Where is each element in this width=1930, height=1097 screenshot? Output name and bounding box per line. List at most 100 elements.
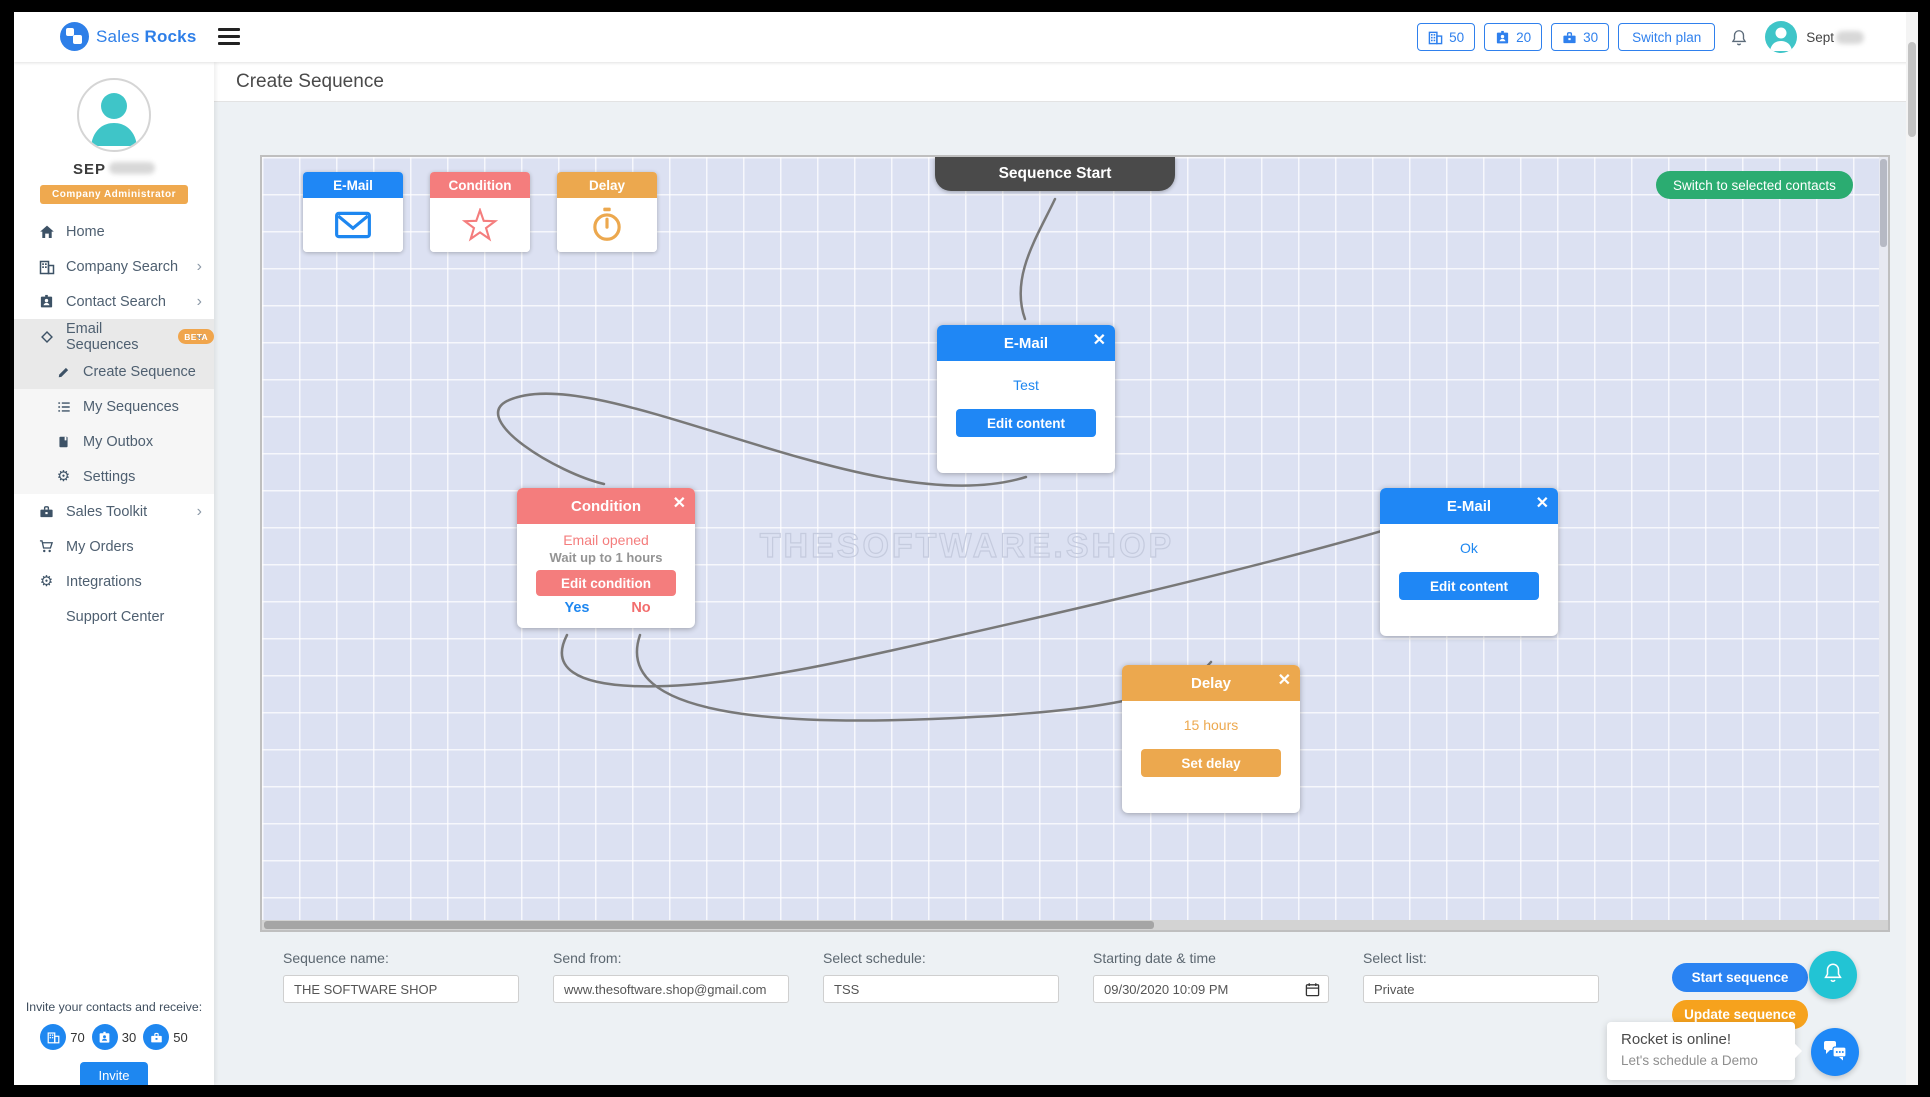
invite-reward-companies: 70 <box>40 1024 85 1050</box>
chat-tooltip: Rocket is online! Let's schedule a Demo <box>1607 1022 1803 1080</box>
select-list-input[interactable] <box>1363 975 1599 1003</box>
close-icon[interactable]: ✕ <box>1092 332 1106 349</box>
palette-email-card[interactable]: E-Mail <box>303 172 403 252</box>
no-branch-label: No <box>631 600 651 616</box>
canvas-vertical-scrollbar[interactable] <box>1879 157 1888 930</box>
companies-credit-value: 50 <box>1449 29 1465 45</box>
start-sequence-button[interactable]: Start sequence <box>1672 963 1808 992</box>
connection-lines <box>497 197 1471 722</box>
send-from-input[interactable] <box>553 975 789 1003</box>
user-avatar[interactable] <box>1765 21 1798 53</box>
sidebar: SEP Company Administrator Home Company S… <box>14 62 214 1085</box>
page-title-bar: Create Sequence <box>214 62 1918 102</box>
sidebar-item-company-search[interactable]: Company Search › <box>14 249 214 284</box>
sidebar-item-create-sequence[interactable]: Create Sequence <box>14 354 214 389</box>
briefcase-icon <box>143 1024 170 1050</box>
select-schedule-input[interactable] <box>823 975 1059 1003</box>
email-node-test[interactable]: E-Mail ✕ Test Edit content <box>937 313 1115 485</box>
calendar-icon[interactable] <box>1305 982 1320 1002</box>
invite-reward-toolkit: 50 <box>143 1024 188 1050</box>
notifications-bell-icon[interactable] <box>1730 28 1748 47</box>
building-icon <box>38 259 55 275</box>
palette-condition-card[interactable]: Condition <box>430 172 530 252</box>
send-from-label: Send from: <box>553 950 622 966</box>
select-list-field: Select list: <box>1363 950 1599 1003</box>
edit-condition-button[interactable]: Edit condition <box>536 570 676 596</box>
delay-duration: 15 hours <box>1183 717 1239 733</box>
delay-node[interactable]: Delay ✕ 15 hours Set delay <box>1122 653 1300 825</box>
user-name: Sept <box>1806 29 1834 45</box>
sidebar-item-my-outbox[interactable]: My Outbox <box>14 424 214 459</box>
sidebar-item-my-sequences[interactable]: My Sequences <box>14 389 214 424</box>
close-icon[interactable]: ✕ <box>1535 495 1549 512</box>
sequence-name-input[interactable] <box>283 975 519 1003</box>
window-scrollbar[interactable] <box>1906 12 1918 1085</box>
close-icon[interactable]: ✕ <box>1277 672 1291 689</box>
canvas-vertical-thumb[interactable] <box>1880 159 1887 247</box>
sidebar-item-email-sequences[interactable]: Email Sequences BETA › <box>14 319 214 354</box>
companies-credit-button[interactable]: 50 <box>1417 23 1476 51</box>
select-list-label: Select list: <box>1363 950 1427 966</box>
brand-logo[interactable]: Sales Rocks <box>60 22 197 51</box>
profile-avatar <box>77 78 151 152</box>
email-subject: Test <box>1013 377 1039 393</box>
tooltip-pointer <box>1787 1043 1803 1059</box>
toolkit-credit-button[interactable]: 30 <box>1551 23 1610 51</box>
chat-fab[interactable] <box>1811 1028 1859 1076</box>
sidebar-item-contact-search[interactable]: Contact Search › <box>14 284 214 319</box>
chat-bubbles-icon <box>1823 1039 1847 1066</box>
palette-email-label: E-Mail <box>303 172 403 198</box>
sidebar-item-home[interactable]: Home <box>14 214 214 249</box>
edit-content-button[interactable]: Edit content <box>956 409 1096 437</box>
close-icon[interactable]: ✕ <box>672 495 686 512</box>
edge-start-to-email <box>1019 197 1057 321</box>
canvas-horizontal-scrollbar[interactable] <box>262 920 1888 930</box>
select-schedule-field: Select schedule: <box>823 950 1059 1003</box>
chevron-right-icon: › <box>196 257 202 275</box>
home-icon <box>38 224 55 240</box>
sidebar-item-sales-toolkit[interactable]: Sales Toolkit › <box>14 494 214 529</box>
edit-content-button[interactable]: Edit content <box>1399 572 1539 600</box>
sequence-name-field: Sequence name: <box>283 950 519 1003</box>
invite-reward-contacts: 30 <box>91 1024 136 1050</box>
contact-card-icon <box>91 1024 118 1050</box>
sequence-canvas[interactable]: THESOFTWARE.SHOP E-Mail Condition Delay <box>260 155 1890 932</box>
sequence-start-node[interactable]: Sequence Start <box>935 157 1175 206</box>
start-datetime-input[interactable] <box>1093 975 1329 1003</box>
start-datetime-label: Starting date & time <box>1093 950 1216 966</box>
bell-icon <box>1822 961 1844 989</box>
stopwatch-icon <box>557 198 657 252</box>
switch-contacts-button[interactable]: Switch to selected contacts <box>1656 171 1853 199</box>
notification-fab[interactable] <box>1809 951 1857 999</box>
sidebar-item-integrations[interactable]: ⚙ Integrations <box>39 573 142 590</box>
contacts-credit-button[interactable]: 20 <box>1484 23 1543 51</box>
chat-message: Let's schedule a Demo <box>1621 1053 1758 1068</box>
switch-plan-button[interactable]: Switch plan <box>1618 23 1716 51</box>
top-header: Sales Rocks 50 20 30 Switch plan Sept <box>14 12 1918 62</box>
svg-text:THESOFTWARE.SHOP: THESOFTWARE.SHOP <box>760 527 1174 565</box>
user-menu[interactable]: Sept <box>1806 30 1864 45</box>
condition-node[interactable]: Condition ✕ Email opened Wait up to 1 ho… <box>517 476 695 640</box>
sidebar-item-my-orders[interactable]: My Orders <box>14 529 214 564</box>
invite-button[interactable]: Invite <box>80 1062 148 1085</box>
sidebar-item-settings[interactable]: ⚙ Settings <box>14 459 214 494</box>
gear-icon: ⚙ <box>56 468 71 485</box>
envelope-icon <box>303 198 403 252</box>
edge-email-to-condition <box>497 392 1028 487</box>
window-scrollbar-thumb[interactable] <box>1908 42 1916 137</box>
email-node-ok[interactable]: E-Mail ✕ Ok Edit content <box>1380 476 1558 648</box>
palette-delay-card[interactable]: Delay <box>557 172 657 252</box>
canvas-horizontal-thumb[interactable] <box>264 921 1154 929</box>
list-icon <box>55 400 72 414</box>
building-icon <box>40 1024 67 1050</box>
menu-toggle-icon[interactable] <box>218 28 240 46</box>
start-datetime-field: Starting date & time <box>1093 950 1329 1003</box>
cart-icon <box>38 539 55 554</box>
chevron-right-icon: › <box>196 292 202 310</box>
set-delay-button[interactable]: Set delay <box>1141 749 1281 777</box>
palette-condition-label: Condition <box>430 172 530 198</box>
profile-name: SEP <box>14 161 214 178</box>
sidebar-item-support-center[interactable]: Support Center <box>66 608 165 625</box>
send-from-field: Send from: <box>553 950 789 1003</box>
sidebar-nav: Home Company Search › Contact Search › E… <box>14 214 214 634</box>
